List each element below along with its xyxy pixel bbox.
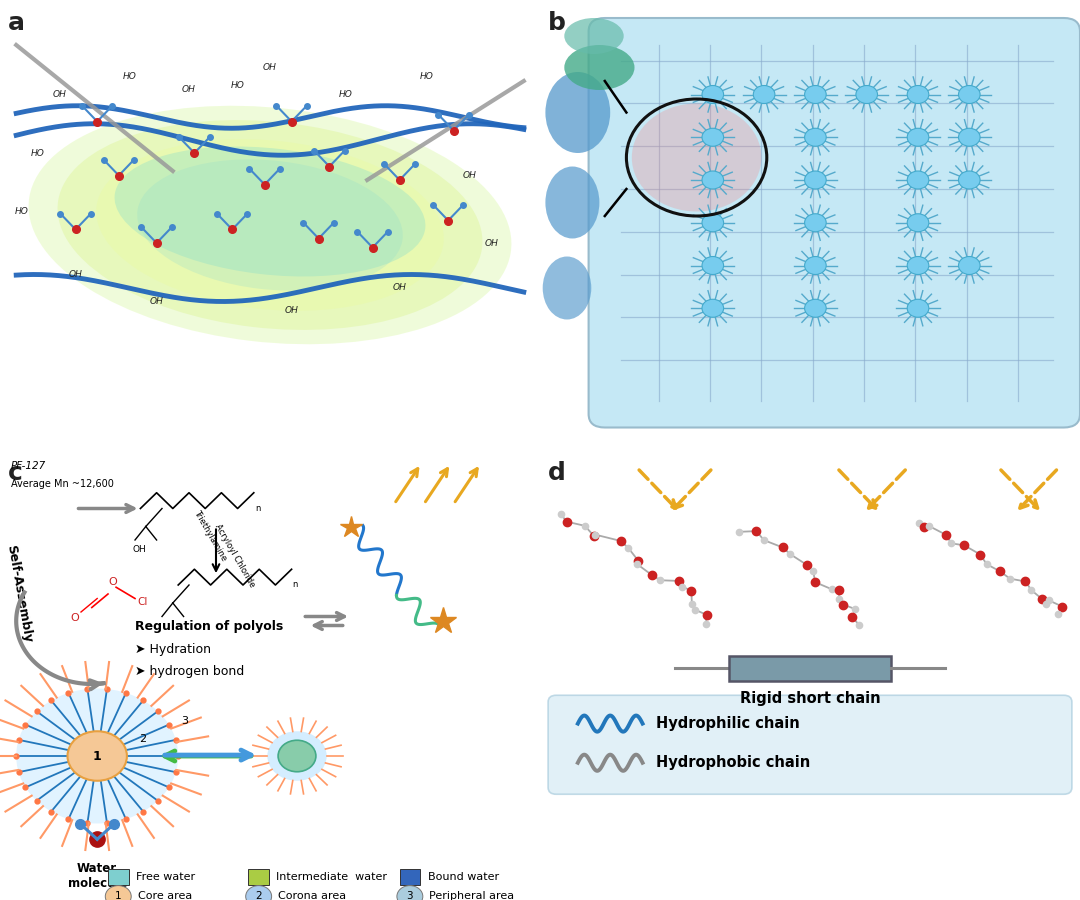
- Text: Intermediate  water: Intermediate water: [276, 871, 388, 882]
- Text: HO: HO: [420, 72, 433, 81]
- Bar: [729, 655, 891, 680]
- Circle shape: [805, 299, 826, 318]
- Text: n: n: [255, 504, 260, 513]
- Ellipse shape: [545, 72, 610, 153]
- Text: Rigid short chain: Rigid short chain: [740, 691, 880, 706]
- FancyBboxPatch shape: [589, 18, 1080, 427]
- Ellipse shape: [57, 120, 483, 330]
- Text: 1: 1: [114, 891, 122, 900]
- Text: OH: OH: [264, 63, 276, 72]
- Text: Triethylamine: Triethylamine: [192, 508, 228, 562]
- Bar: [400, 868, 420, 885]
- Circle shape: [268, 731, 326, 780]
- Text: 3: 3: [181, 716, 188, 726]
- Circle shape: [805, 128, 826, 146]
- Text: ➤ hydrogen bond: ➤ hydrogen bond: [135, 665, 244, 678]
- Text: 1: 1: [93, 750, 102, 762]
- Text: Regulation of polyols: Regulation of polyols: [135, 620, 283, 633]
- Circle shape: [702, 299, 724, 318]
- Ellipse shape: [543, 256, 592, 320]
- Text: Free water: Free water: [136, 871, 195, 882]
- Text: HO: HO: [31, 148, 44, 157]
- Text: 2: 2: [139, 734, 147, 744]
- Text: OH: OH: [133, 544, 146, 554]
- Text: OH: OH: [393, 284, 406, 292]
- Text: Hydrophobic chain: Hydrophobic chain: [657, 755, 810, 770]
- Circle shape: [397, 886, 423, 900]
- Circle shape: [907, 128, 929, 146]
- Circle shape: [702, 256, 724, 274]
- Circle shape: [907, 86, 929, 104]
- Text: HO: HO: [231, 81, 244, 90]
- Text: O: O: [108, 577, 117, 587]
- Ellipse shape: [114, 147, 426, 276]
- Ellipse shape: [564, 18, 624, 54]
- Circle shape: [702, 171, 724, 189]
- Bar: [108, 868, 129, 885]
- Text: OH: OH: [485, 238, 498, 248]
- Text: Corona area: Corona area: [278, 891, 347, 900]
- Circle shape: [907, 256, 929, 274]
- Ellipse shape: [96, 140, 444, 310]
- Text: HO: HO: [123, 72, 136, 81]
- Ellipse shape: [137, 159, 403, 291]
- Circle shape: [959, 171, 981, 189]
- Ellipse shape: [564, 45, 635, 90]
- Circle shape: [907, 299, 929, 318]
- Text: Peripheral area: Peripheral area: [430, 891, 514, 900]
- Text: d: d: [549, 461, 566, 485]
- Text: Cl: Cl: [138, 598, 148, 608]
- Circle shape: [702, 214, 724, 231]
- Circle shape: [907, 171, 929, 189]
- Text: ➤ Hydration: ➤ Hydration: [135, 643, 211, 655]
- Circle shape: [805, 256, 826, 274]
- Text: 2: 2: [255, 891, 262, 900]
- Ellipse shape: [28, 106, 512, 344]
- Circle shape: [67, 731, 127, 780]
- Text: OH: OH: [150, 297, 163, 306]
- Circle shape: [805, 171, 826, 189]
- Text: OH: OH: [183, 86, 195, 94]
- Circle shape: [702, 86, 724, 104]
- Bar: [248, 868, 269, 885]
- Text: Hydrophilic chain: Hydrophilic chain: [657, 716, 800, 731]
- Text: b: b: [549, 11, 566, 35]
- Text: n: n: [293, 580, 298, 590]
- Text: c: c: [9, 461, 23, 485]
- Circle shape: [16, 688, 178, 824]
- Text: OH: OH: [463, 171, 476, 180]
- Circle shape: [805, 86, 826, 104]
- Ellipse shape: [632, 104, 761, 212]
- Circle shape: [246, 886, 272, 900]
- Text: OH: OH: [69, 270, 82, 279]
- Text: a: a: [9, 11, 25, 35]
- Circle shape: [959, 128, 981, 146]
- Text: HO: HO: [15, 207, 28, 216]
- Circle shape: [959, 256, 981, 274]
- Circle shape: [856, 86, 877, 104]
- Circle shape: [754, 86, 775, 104]
- Text: HO: HO: [339, 90, 352, 99]
- Text: Acryloyl Chloride: Acryloyl Chloride: [214, 523, 257, 589]
- Circle shape: [279, 740, 315, 772]
- FancyBboxPatch shape: [549, 695, 1072, 795]
- Circle shape: [106, 886, 132, 900]
- Circle shape: [702, 128, 724, 146]
- Text: Average Mn ~12,600: Average Mn ~12,600: [11, 479, 113, 490]
- Text: Self-Assembly: Self-Assembly: [4, 544, 33, 644]
- Ellipse shape: [545, 166, 599, 238]
- Circle shape: [959, 86, 981, 104]
- Text: Core area: Core area: [138, 891, 192, 900]
- Text: PF-127: PF-127: [11, 461, 46, 472]
- Text: O: O: [70, 613, 79, 623]
- Text: 3: 3: [406, 891, 414, 900]
- Text: Bound water: Bound water: [428, 871, 499, 882]
- Circle shape: [907, 214, 929, 231]
- Circle shape: [805, 214, 826, 231]
- Text: OH: OH: [53, 90, 66, 99]
- Text: OH: OH: [285, 306, 298, 315]
- Text: Water
molecule: Water molecule: [68, 862, 126, 890]
